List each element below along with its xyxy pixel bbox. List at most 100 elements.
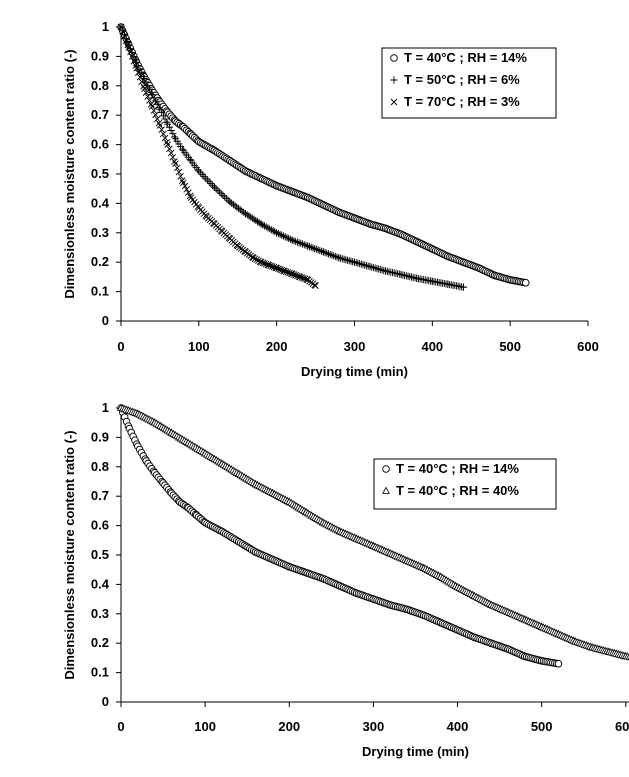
data-point xyxy=(153,100,161,108)
legend-label: T = 40°C ; RH = 40% xyxy=(396,483,519,498)
data-point xyxy=(140,74,148,83)
data-point xyxy=(148,103,156,110)
x-tick-label: 500 xyxy=(531,719,553,734)
data-point xyxy=(323,249,331,257)
data-point xyxy=(196,169,205,177)
data-point xyxy=(208,181,217,189)
data-point xyxy=(130,57,138,65)
x-tick-label: 200 xyxy=(278,719,300,734)
data-point xyxy=(376,265,384,274)
data-point xyxy=(152,111,159,119)
data-point xyxy=(181,182,189,190)
data-point xyxy=(335,254,343,262)
data-point xyxy=(328,251,336,259)
data-point xyxy=(146,97,153,104)
y-tick-label: 0.3 xyxy=(91,606,109,621)
data-point xyxy=(136,73,144,81)
legend-label: T = 40°C ; RH = 14% xyxy=(396,461,519,476)
data-point xyxy=(304,242,312,250)
data-point xyxy=(167,149,175,157)
x-tick-label: 300 xyxy=(363,719,385,734)
data-point xyxy=(259,221,267,229)
data-point xyxy=(169,153,177,161)
series-2 xyxy=(117,403,629,661)
y-tick-label: 0 xyxy=(102,313,109,328)
data-point xyxy=(307,243,315,251)
data-point xyxy=(300,241,308,249)
data-point xyxy=(253,256,261,264)
data-point xyxy=(369,263,378,272)
legend-box xyxy=(381,47,557,119)
data-point xyxy=(198,171,206,179)
data-point xyxy=(178,145,186,153)
data-point xyxy=(266,225,274,233)
data-point xyxy=(302,241,310,249)
data-point xyxy=(275,265,282,273)
data-point xyxy=(293,238,301,246)
data-point xyxy=(298,240,307,248)
legend-marker xyxy=(390,76,398,84)
data-point xyxy=(276,266,284,273)
data-point xyxy=(292,237,300,246)
data-point xyxy=(262,223,270,231)
data-point xyxy=(167,126,175,135)
data-point xyxy=(326,250,334,259)
data-point xyxy=(163,118,171,126)
x-tick-label: 600 xyxy=(577,339,599,354)
data-point xyxy=(354,259,362,267)
data-point xyxy=(281,267,288,275)
data-point xyxy=(317,247,326,255)
data-point xyxy=(267,262,274,270)
data-point xyxy=(371,264,379,272)
data-point xyxy=(186,192,194,200)
data-point xyxy=(142,78,150,86)
data-point xyxy=(161,115,169,123)
data-point xyxy=(164,120,172,128)
x-tick-label: 0 xyxy=(117,339,124,354)
x-axis-title: Drying time (min) xyxy=(362,744,469,759)
data-point xyxy=(205,178,213,186)
data-point xyxy=(292,271,299,279)
data-point xyxy=(321,248,329,257)
data-point xyxy=(554,660,563,668)
data-point xyxy=(298,274,306,281)
data-point xyxy=(305,243,314,251)
legend: T = 40°C ; RH = 14% T = 40°C ; RH = 40% xyxy=(373,458,557,510)
data-point xyxy=(160,130,167,138)
legend-marker xyxy=(390,98,398,106)
y-tick-label: 0.4 xyxy=(91,195,110,210)
data-point xyxy=(151,97,160,105)
data-point xyxy=(259,259,267,267)
series-3 xyxy=(117,23,319,290)
data-point xyxy=(141,85,148,93)
data-point xyxy=(261,260,268,267)
x-tick-label: 500 xyxy=(499,339,521,354)
data-point xyxy=(175,168,183,176)
data-point xyxy=(173,164,181,172)
x-tick-label: 0 xyxy=(117,719,124,734)
data-point xyxy=(285,234,293,243)
data-point xyxy=(214,186,222,195)
data-point xyxy=(290,237,298,245)
legend-marker xyxy=(390,54,398,62)
data-point xyxy=(297,239,305,247)
y-tick-label: 0.5 xyxy=(91,547,109,562)
x-tick-label: 300 xyxy=(344,339,366,354)
x-tick-label: 100 xyxy=(194,719,216,734)
data-point xyxy=(161,134,169,142)
data-point xyxy=(368,263,376,271)
data-point xyxy=(295,239,303,247)
data-point xyxy=(281,233,289,241)
x-tick-label: 400 xyxy=(421,339,443,354)
data-point xyxy=(203,176,211,184)
chart-1: 0 0.1 0.2 0.3 0.4 0.5 0.6 0.7 0.8 0.9 1 0 100 200 300 4… xyxy=(62,19,599,379)
data-point xyxy=(183,185,191,193)
data-point xyxy=(142,89,150,96)
data-point xyxy=(282,268,290,275)
data-point xyxy=(200,172,208,180)
data-point xyxy=(155,119,163,127)
data-point xyxy=(316,246,324,255)
data-point xyxy=(257,220,265,228)
data-point xyxy=(273,229,281,237)
